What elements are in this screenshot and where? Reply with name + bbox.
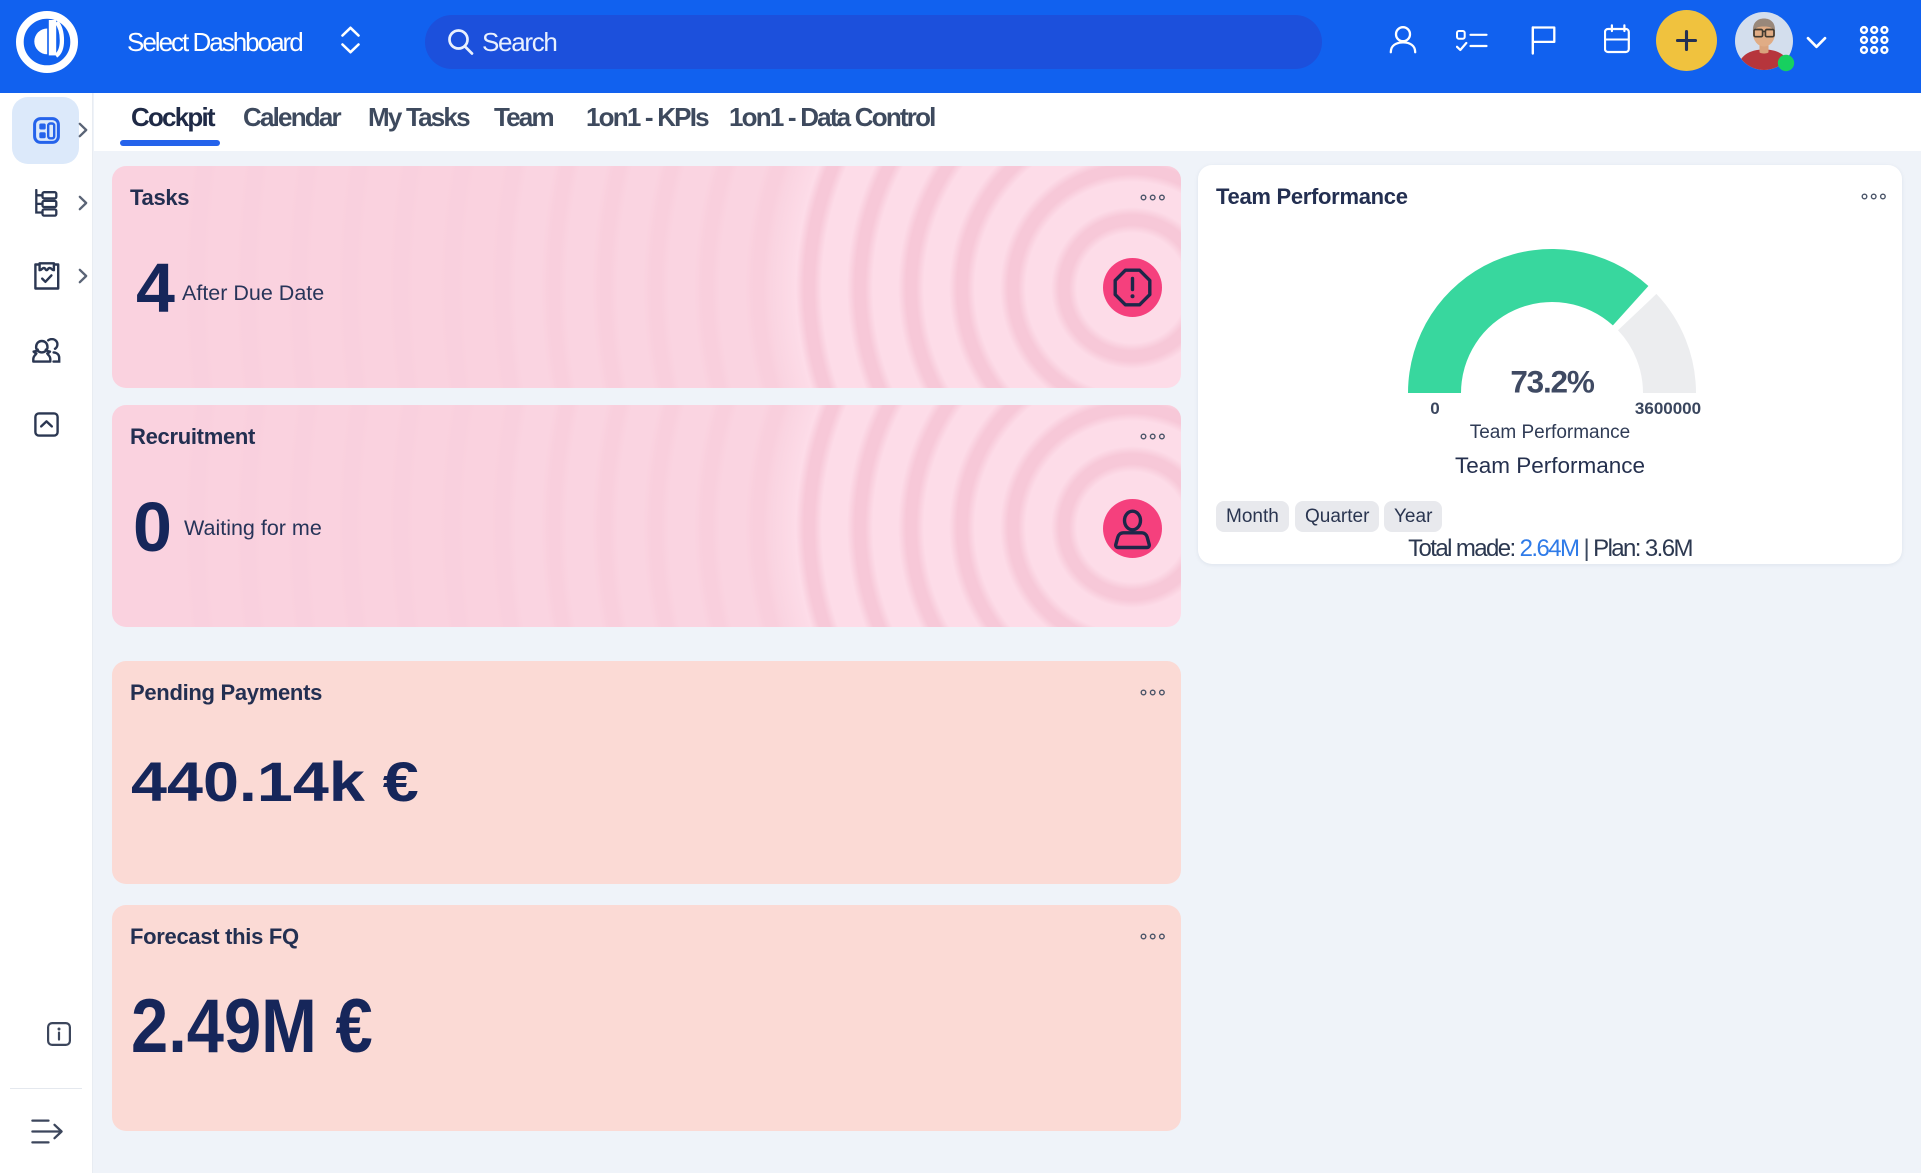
svg-text:73.2%: 73.2%: [1510, 364, 1595, 400]
svg-text:3600000: 3600000: [1635, 399, 1701, 418]
svg-text:0: 0: [1430, 399, 1439, 418]
